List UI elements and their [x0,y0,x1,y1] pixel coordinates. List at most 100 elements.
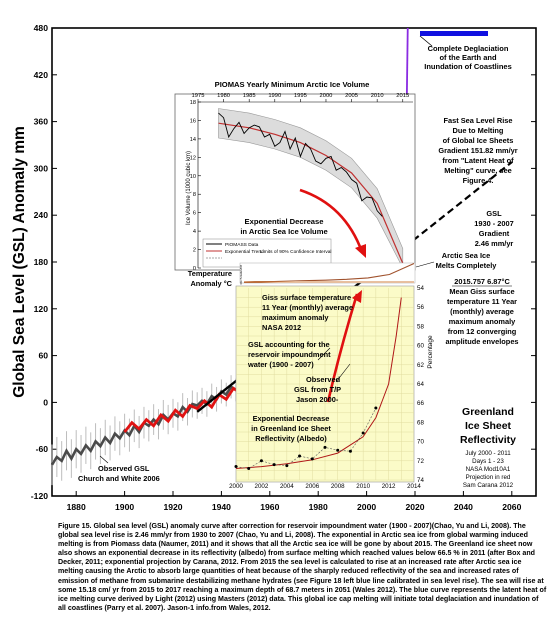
main-ytick-label: 300 [34,163,49,173]
main-ytick-label: -60 [36,444,49,454]
greenland-arrowhead [352,290,362,303]
main-xtick-label: 1920 [163,502,182,512]
svg-text:maximum anomaly: maximum anomaly [449,317,516,326]
svg-text:1930 - 2007: 1930 - 2007 [474,219,513,228]
svg-text:Exponential Trend: Exponential Trend [225,249,264,255]
piomas-title: PIOMAS Yearly Minimum Arctic Ice Volume [215,80,370,89]
greenland-inset: 54 56 58 60 62 64 66 68 70 72 74 2000 2002 2004 2006 20… [229,285,434,490]
giss-ytick-label: 5 [240,267,242,271]
svg-text:Exponential Decrease: Exponential Decrease [245,217,324,226]
greenland-ytick-label: 54 [417,285,424,292]
piomas-ytick-label: 8 [193,192,196,198]
svg-text:from 12 converging: from 12 converging [448,327,517,336]
greenland-point [298,454,302,458]
piomas-exp-label: Exponential Decrease in Arctic Sea Ice V… [240,217,327,236]
observed-tp-label: Observed GSL from T/P Jason 2000- [294,375,341,404]
deglaciation-label: Complete Deglaciation of the Earth and I… [424,44,512,71]
gsl-gradient-label: GSL 1930 - 2007 Gradient 2.46 mm/yr [474,209,513,248]
main-xtick-label: 2020 [405,502,424,512]
main-ylabel: Global Sea Level (GSL) Anomaly mm [11,126,28,398]
svg-text:Observed GSL: Observed GSL [98,464,150,473]
temp-anomaly-label: Temperature Anomaly °C [188,269,233,288]
piomas-ytick-label: 18 [190,100,196,106]
svg-text:Melting" curve, see: Melting" curve, see [444,166,512,175]
svg-text:GSL from T/P: GSL from T/P [294,385,341,394]
greenland-ytick-label: 68 [417,419,424,426]
svg-text:Anomaly °C: Anomaly °C [190,279,232,288]
greenland-ytick-label: 72 [417,458,424,465]
greenland-point [285,464,289,468]
svg-text:Fast Sea Level Rise: Fast Sea Level Rise [443,116,512,125]
observed-cw-label: Observed GSL Church and White 2006 [78,464,160,483]
deglaciation-bar [420,31,488,36]
greenland-point [234,465,238,469]
greenland-point [336,448,340,452]
svg-text:Temperature: Temperature [188,269,232,278]
greenland-xtick-label: 2006 [305,483,319,490]
svg-text:Melts Completely: Melts Completely [436,261,498,270]
greenland-info: July 2000 - 2011 Days 1 - 23 NASA Mod10A… [463,450,514,489]
svg-text:Exponential Decrease: Exponential Decrease [253,414,330,423]
svg-text:GSL: GSL [486,209,502,218]
svg-text:Jason 2000-: Jason 2000- [296,395,339,404]
svg-text:Observed: Observed [306,375,341,384]
piomas-arrow [299,188,364,253]
greenland-point [323,445,327,449]
fast-rise-label: Fast Sea Level Rise Due to Melting of Gl… [438,116,517,185]
piomas-arrowhead [355,244,366,258]
main-xtick-label: 2040 [454,502,473,512]
svg-text:Arctic Sea Ice: Arctic Sea Ice [442,251,490,260]
giss-label: Giss surface temperature 11 Year (monthl… [262,293,353,332]
svg-text:Gradient 151.82 mm/yr: Gradient 151.82 mm/yr [438,146,517,155]
greenland-point [272,463,276,467]
series-piomas-trend [218,122,404,264]
greenland-ytick-label: 60 [417,343,424,350]
main-ytick-label: 480 [34,23,49,33]
main-ytick-label: 360 [34,117,49,127]
svg-text:in Arctic Sea Ice Volume: in Arctic Sea Ice Volume [240,227,327,236]
series-giss-temp [243,262,415,283]
greenland-xtick-label: 2004 [280,483,294,490]
piomas-xtick-label: 2010 [371,93,384,99]
svg-text:of the Earth and: of the Earth and [439,53,497,62]
svg-text:Reflectivity: Reflectivity [460,434,516,446]
greenland-point [348,449,352,453]
arctic-melts-label: Arctic Sea Ice Melts Completely [436,251,498,270]
svg-text:Due to Melting: Due to Melting [453,126,504,135]
svg-text:Inundation of Coastlines: Inundation of Coastlines [424,62,512,71]
svg-text:Projection in red: Projection in red [466,474,511,481]
svg-text:PIOMASS Data: PIOMASS Data [225,242,259,248]
main-xtick-label: 1940 [212,502,231,512]
greenland-point [247,466,251,470]
piomas-ylabel: Ice Volume (1000 cubic km) [186,151,192,225]
mean-giss-label: 2015.757 6.87°C Mean Giss surface temper… [445,277,518,346]
svg-text:from "Latent Heat of: from "Latent Heat of [442,156,514,165]
greenland-point [310,457,314,461]
piomas-xtick-label: 1990 [268,93,281,99]
main-xtick-label: 1900 [115,502,134,512]
piomas-ytick-label: 12 [190,155,196,161]
piomas-ytick-label: 0 [193,266,196,272]
observed-cw-leader [99,455,109,464]
piomas-xtick-label: 1985 [243,93,256,99]
giss-ytick-label: 0 [240,282,242,286]
svg-text:Mean Giss surface: Mean Giss surface [449,287,514,296]
piomas-inset: PIOMAS Yearly Minimum Arctic Ice Volume … [174,80,416,272]
giss-ytick-label: 6 [240,265,242,269]
svg-text:Gradient: Gradient [479,229,510,238]
piomas-xtick-label: 1980 [217,93,230,99]
figure-caption: Figure 15. Global sea level (GSL) anomal… [58,522,547,612]
giss-ytick-label: 4 [240,270,242,274]
svg-text:Greenland: Greenland [462,406,514,418]
main-ytick-label: -120 [31,491,48,501]
piomas-ytick-label: 2 [193,248,196,254]
greenland-ytick-label: 56 [417,304,424,311]
svg-text:11 Year (monthly) average: 11 Year (monthly) average [262,303,353,312]
piomas-xtick-label: 2005 [345,93,358,99]
greenland-ytick-label: 74 [417,477,424,484]
greenland-ylabel: Percentage [427,335,434,369]
main-xtick-label: 1880 [67,502,86,512]
svg-text:Complete Deglaciation: Complete Deglaciation [428,44,509,53]
svg-text:NASA 2012: NASA 2012 [262,323,301,332]
